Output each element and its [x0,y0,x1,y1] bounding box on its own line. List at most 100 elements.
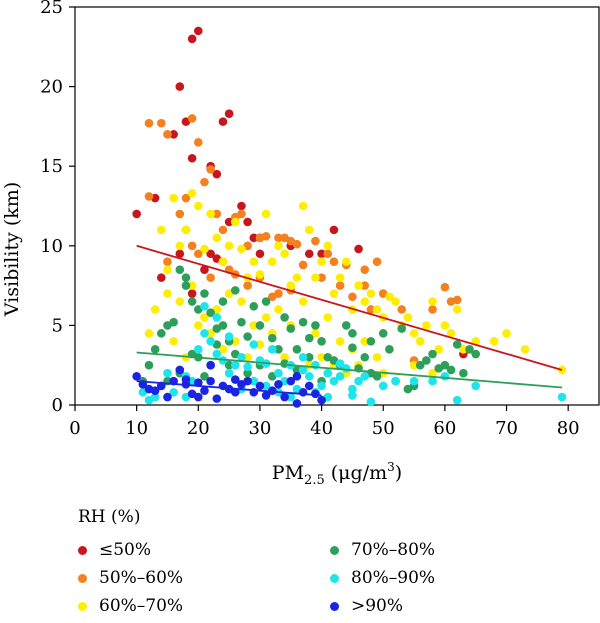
data-point [181,193,191,203]
data-point [169,387,178,397]
data-point [274,233,283,243]
data-point [366,289,376,298]
data-point [230,286,240,295]
data-point [360,352,370,362]
data-point [218,344,228,354]
legend-label: 60%–70% [99,596,184,616]
data-point [212,394,222,403]
data-point [304,249,314,259]
data-point [224,217,234,227]
data-point [341,321,351,330]
data-point [249,257,259,267]
data-point [163,289,172,298]
data-point [311,236,320,246]
legend-marker [330,573,339,583]
data-point [144,192,154,201]
data-point [193,321,203,330]
data-point [329,376,339,386]
data-point [243,217,252,227]
trend-lines [136,244,563,397]
data-point [163,368,172,378]
data-point [385,344,394,354]
data-point [224,368,234,378]
data-point [292,372,302,381]
data-point [249,301,259,311]
data-point [249,376,259,386]
y-tick-label: 10 [40,236,63,257]
data-point [440,321,450,330]
y-tick-label: 15 [40,156,63,177]
data-point [163,257,172,267]
data-point [274,305,283,314]
data-point [286,324,296,333]
data-point [366,337,376,346]
data-point [261,391,271,400]
data-point [317,249,326,259]
data-point [286,376,296,386]
y-tick-label: 25 [40,0,63,18]
data-point [255,321,265,330]
data-point [360,372,370,381]
data-point [206,360,215,370]
data-point [150,386,160,395]
legend-item: 80%–90% [330,568,435,588]
legend-label: >90% [351,596,404,616]
data-point [323,249,333,259]
data-point [230,387,240,397]
data-point [193,249,203,259]
data-point [323,313,333,322]
data-point [409,360,419,370]
data-point [385,292,394,302]
data-point [329,225,339,235]
data-point [150,305,160,314]
data-point [267,333,277,343]
data-point [348,343,357,352]
data-point [292,273,302,282]
data-point [267,344,277,354]
data-point [366,305,376,314]
data-point [157,118,166,128]
data-point [200,244,209,254]
plot-frame [74,6,600,406]
y-axis-title: Visibility (km) [1,182,23,317]
data-point [243,368,252,378]
data-point [403,313,413,322]
data-point [304,333,314,343]
data-point [187,297,197,306]
data-point [360,337,370,346]
data-point [237,352,246,362]
data-point [335,337,345,346]
data-point [317,273,326,282]
data-point [212,233,222,243]
x-tick-label: 30 [248,418,271,439]
data-point [175,297,185,306]
data-point [335,372,345,381]
data-point [157,225,166,235]
data-point [298,387,308,397]
data-point [249,321,259,330]
data-point [311,329,320,338]
data-point [132,209,141,219]
x-tick-label: 20 [187,418,210,439]
data-point [243,332,252,341]
data-point [169,337,178,346]
data-point [378,381,388,391]
y-tick-label: 20 [40,77,63,98]
legend-title: RH (%) [78,507,141,527]
axes: 0 10 20 30 40 50 60 70 80 0 5 10 15 20 25 [40,0,600,439]
data-point [348,384,357,394]
data-point [206,376,215,386]
data-point [354,244,363,254]
data-point [391,297,400,306]
data-point [446,329,456,338]
data-point [175,209,185,219]
x-tick-label: 0 [69,418,80,439]
data-point [440,282,450,292]
data-point [557,392,567,402]
data-point [329,257,339,267]
data-point [298,297,308,306]
data-point [187,188,197,198]
data-point [237,317,246,327]
data-point [193,138,203,147]
data-point [187,281,197,290]
